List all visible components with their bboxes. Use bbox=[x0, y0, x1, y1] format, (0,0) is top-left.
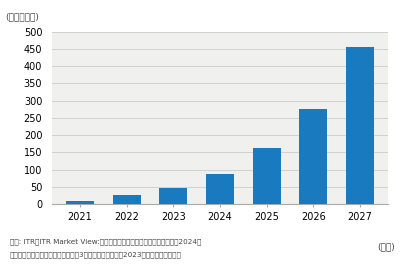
Bar bbox=[253, 148, 281, 204]
Text: (単位：億円): (単位：億円) bbox=[5, 12, 39, 21]
Bar bbox=[299, 109, 327, 204]
Text: 出典: ITR『ITR Market View:予算・経費・サブスクリプション管理带2024』: 出典: ITR『ITR Market View:予算・経費・サブスクリプション管… bbox=[10, 238, 201, 245]
Text: ＊ベンダーの売上金額を対象とし、3月期ベースで换算、2023年度以降は予測値。: ＊ベンダーの売上金額を対象とし、3月期ベースで换算、2023年度以降は予測値。 bbox=[10, 252, 182, 258]
Bar bbox=[66, 201, 94, 204]
Bar bbox=[159, 188, 187, 204]
Bar bbox=[206, 174, 234, 204]
Text: (年度): (年度) bbox=[377, 242, 395, 251]
Bar bbox=[346, 47, 374, 204]
Bar bbox=[113, 196, 141, 204]
